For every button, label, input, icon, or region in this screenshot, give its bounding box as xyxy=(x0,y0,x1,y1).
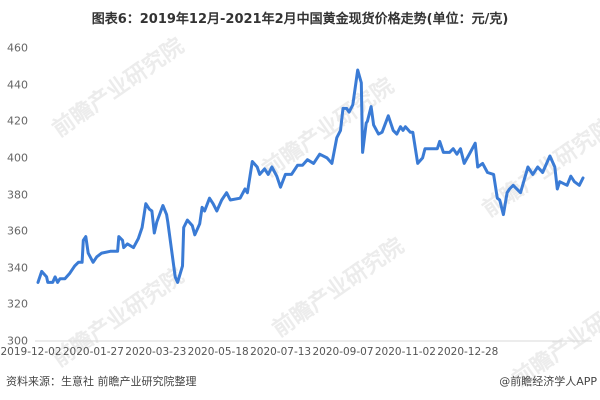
chart-title: 图表6：2019年12月-2021年2月中国黄金现货价格走势(单位：元/克) xyxy=(91,12,509,27)
data-points xyxy=(37,69,584,283)
y-tick-label: 440 xyxy=(7,78,28,92)
y-tick-label: 340 xyxy=(7,261,28,275)
y-tick-label: 400 xyxy=(7,151,28,165)
x-tick-label: 2020-05-18 xyxy=(187,346,249,358)
series-line xyxy=(36,68,585,284)
y-tick-label: 380 xyxy=(7,188,28,201)
x-tick-label: 2020-03-23 xyxy=(125,346,187,358)
x-tick-label: 2020-11-02 xyxy=(374,346,436,358)
y-tick-label: 460 xyxy=(7,41,28,55)
y-tick-label: 300 xyxy=(7,334,28,348)
x-tick-label: 2020-07-13 xyxy=(250,346,312,358)
source-note: 资料来源：生意社 前瞻产业研究院整理 xyxy=(6,375,197,388)
y-tick-label: 420 xyxy=(7,114,28,128)
x-tick-label: 2020-12-28 xyxy=(437,346,499,358)
x-tick-label: 2020-01-27 xyxy=(62,346,124,358)
y-tick-label: 360 xyxy=(7,224,28,238)
credit-note: @前瞻经济学人APP xyxy=(499,375,597,388)
y-tick-label: 320 xyxy=(7,297,28,311)
x-tick-label: 2020-09-07 xyxy=(312,346,374,358)
x-tick-label: 2019-12-02 xyxy=(0,346,62,358)
